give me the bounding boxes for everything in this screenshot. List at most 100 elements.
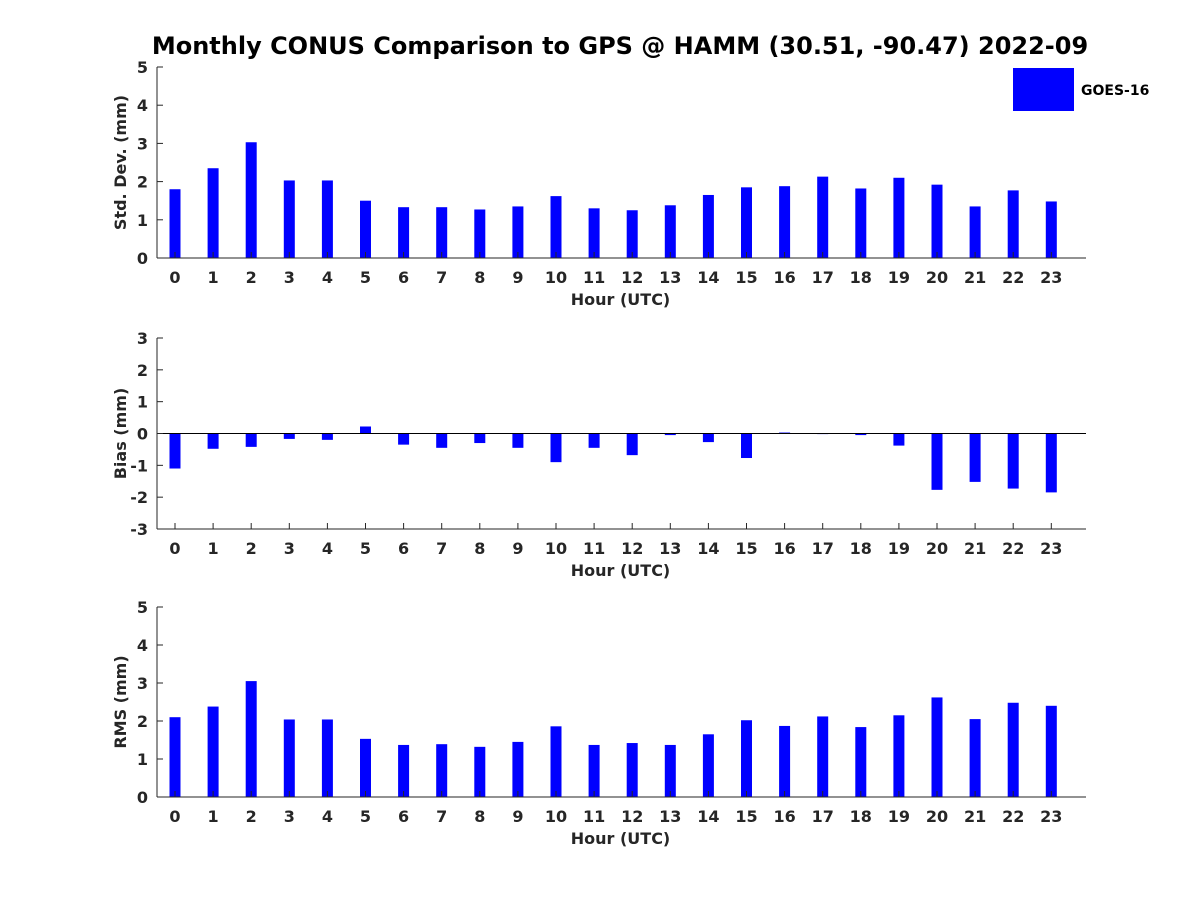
bar-hour-22 <box>1007 433 1019 489</box>
x-tick-label: 7 <box>436 268 447 287</box>
bar-hour-3 <box>283 433 295 439</box>
bar-hour-9 <box>512 433 524 448</box>
x-tick-label: 3 <box>284 268 295 287</box>
x-tick-label: 10 <box>545 539 567 558</box>
y-tick-label: 1 <box>137 211 148 230</box>
x-tick-label: 20 <box>926 807 948 826</box>
x-tick-label: 21 <box>964 539 986 558</box>
x-tick-label: 20 <box>926 268 948 287</box>
bar-hour-2 <box>245 433 257 447</box>
x-tick-label: 19 <box>888 539 910 558</box>
chart-title: Monthly CONUS Comparison to GPS @ HAMM (… <box>152 32 1088 60</box>
x-tick-label: 9 <box>512 268 523 287</box>
bar-hour-22 <box>1007 190 1019 258</box>
x-tick-label: 8 <box>474 539 485 558</box>
x-tick-label: 6 <box>398 268 409 287</box>
bar-hour-12 <box>626 433 638 456</box>
bar-hour-19 <box>893 433 905 446</box>
bar-hour-12 <box>626 210 638 258</box>
bar-hour-11 <box>588 208 600 258</box>
x-tick-label: 5 <box>360 807 371 826</box>
x-tick-label: 1 <box>208 539 219 558</box>
y-tick-label: 1 <box>137 393 148 412</box>
x-tick-label: 23 <box>1040 268 1062 287</box>
x-tick-label: 14 <box>697 539 719 558</box>
bar-hour-2 <box>245 142 257 258</box>
x-tick-label: 21 <box>964 807 986 826</box>
x-tick-label: 4 <box>322 539 333 558</box>
bar-hour-6 <box>398 207 410 258</box>
x-tick-label: 8 <box>474 268 485 287</box>
y-axis-label: Std. Dev. (mm) <box>111 95 130 230</box>
x-tick-label: 17 <box>812 807 834 826</box>
bar-hour-2 <box>245 681 257 797</box>
x-tick-label: 8 <box>474 807 485 826</box>
x-tick-label: 3 <box>284 807 295 826</box>
x-tick-label: 11 <box>583 539 605 558</box>
bar-hour-7 <box>436 744 448 797</box>
bar-hour-13 <box>664 433 676 436</box>
bar-hour-20 <box>931 433 943 490</box>
x-tick-label: 13 <box>659 539 681 558</box>
bar-hour-15 <box>741 720 752 797</box>
bar-hour-7 <box>436 433 448 448</box>
y-tick-label: -1 <box>130 456 148 475</box>
bar-hour-19 <box>893 177 905 258</box>
x-tick-label: 17 <box>812 539 834 558</box>
y-tick-label: 0 <box>137 249 148 268</box>
y-tick-label: 3 <box>137 329 148 348</box>
x-tick-label: 11 <box>583 807 605 826</box>
bar-hour-16 <box>779 725 791 797</box>
x-tick-label: 0 <box>169 807 180 826</box>
bar-hour-10 <box>550 726 562 797</box>
bar-hour-5 <box>360 426 371 434</box>
x-tick-label: 0 <box>169 268 180 287</box>
bar-hour-15 <box>741 433 752 459</box>
bar-hour-8 <box>474 433 486 444</box>
y-tick-label: 3 <box>137 674 148 693</box>
bar-hour-11 <box>588 744 600 797</box>
bar-hour-21 <box>969 206 981 258</box>
x-tick-label: 19 <box>888 268 910 287</box>
x-tick-label: 15 <box>735 807 757 826</box>
x-tick-label: 17 <box>812 268 834 287</box>
bar-hour-9 <box>512 741 524 797</box>
x-tick-label: 2 <box>246 807 257 826</box>
bar-hour-17 <box>817 716 829 797</box>
x-axis-label: Hour (UTC) <box>571 561 671 580</box>
y-tick-label: 2 <box>137 173 148 192</box>
bar-hour-0 <box>169 717 181 797</box>
x-tick-label: 4 <box>322 807 333 826</box>
bar-hour-20 <box>931 184 943 258</box>
bar-hour-6 <box>398 744 410 797</box>
x-tick-label: 16 <box>773 807 795 826</box>
bar-hour-21 <box>969 433 981 482</box>
bar-hour-3 <box>283 719 295 797</box>
bar-hour-12 <box>626 743 638 797</box>
y-tick-label: 2 <box>137 361 148 380</box>
y-tick-label: 5 <box>137 598 148 617</box>
bar-hour-8 <box>474 209 486 258</box>
x-tick-label: 22 <box>1002 807 1024 826</box>
legend: GOES-16 <box>1013 68 1149 111</box>
x-tick-label: 12 <box>621 268 643 287</box>
bar-hour-23 <box>1045 433 1057 493</box>
y-tick-label: 4 <box>137 636 148 655</box>
x-tick-label: 7 <box>436 807 447 826</box>
bar-hour-19 <box>893 715 905 797</box>
x-tick-label: 9 <box>512 539 523 558</box>
bar-hour-14 <box>702 734 714 797</box>
x-tick-label: 23 <box>1040 807 1062 826</box>
x-tick-label: 6 <box>398 807 409 826</box>
bar-hour-11 <box>588 433 600 448</box>
bar-hour-4 <box>321 719 333 797</box>
x-tick-label: 9 <box>512 807 523 826</box>
x-tick-label: 15 <box>735 539 757 558</box>
x-tick-label: 0 <box>169 539 180 558</box>
bar-hour-10 <box>550 433 562 463</box>
legend-swatch <box>1013 68 1074 111</box>
x-tick-label: 13 <box>659 807 681 826</box>
bar-hour-18 <box>855 433 867 436</box>
x-tick-label: 12 <box>621 539 643 558</box>
